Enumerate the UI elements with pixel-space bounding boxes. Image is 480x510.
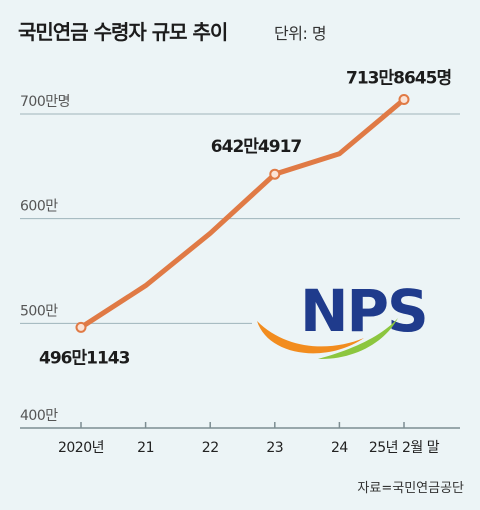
chart-title: 국민연금 수령자 규모 추이 [18, 20, 228, 44]
data-labels: 496만1143 642만4917 713만8645명 [39, 68, 452, 368]
nps-logo-text: NPS [300, 277, 427, 345]
nps-logo: NPS [257, 277, 429, 360]
x-tick-label: 25년 2월 말 [369, 440, 440, 456]
y-tick-label: 500만 [20, 303, 58, 319]
series-line [78, 96, 407, 330]
x-tick-label: 2020년 [58, 440, 104, 456]
y-tick-label: 700만명 [20, 94, 70, 110]
x-tick-label: 21 [137, 440, 154, 456]
y-tick-label: 600만 [20, 199, 58, 215]
data-point [269, 168, 281, 180]
y-axis-ticks: 400만 500만 600만 700만명 [20, 94, 70, 424]
data-point [75, 321, 87, 333]
x-tick-label: 24 [331, 440, 348, 456]
data-point [398, 93, 410, 105]
data-label: 642만4917 [211, 137, 302, 157]
x-tick-label: 22 [202, 440, 219, 456]
data-label: 713만8645명 [346, 68, 451, 88]
source-note: 자료=국민연금공단 [357, 481, 464, 496]
series-polyline [78, 96, 407, 330]
logo-swoosh-orange [257, 321, 364, 354]
unit-label: 단위: 명 [274, 24, 327, 43]
x-axis: 2020년 21 22 23 24 25년 2월 말 [20, 422, 460, 456]
logo-swoosh-green [318, 318, 398, 360]
data-label: 496만1143 [39, 348, 130, 368]
x-tick-label: 23 [266, 440, 283, 456]
data-points [75, 93, 410, 333]
y-tick-label: 400만 [20, 408, 58, 424]
